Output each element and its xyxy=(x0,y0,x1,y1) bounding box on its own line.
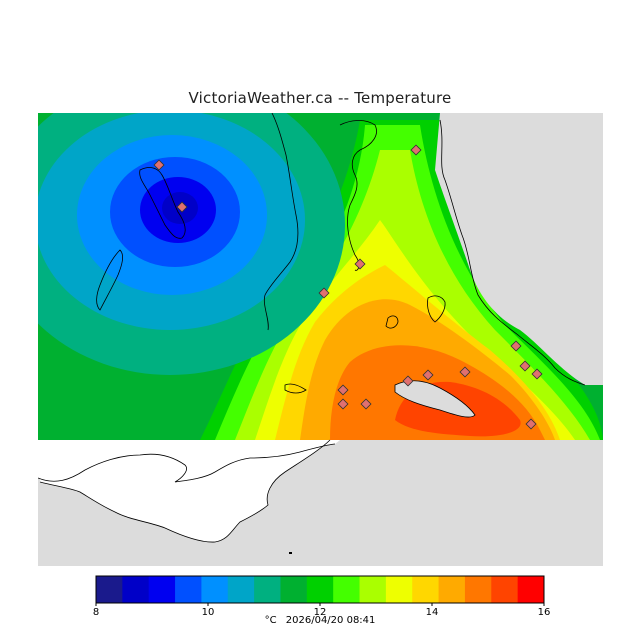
station-marker[interactable] xyxy=(519,360,531,372)
legend-band xyxy=(201,576,229,603)
legend-band xyxy=(280,576,308,603)
legend-band xyxy=(254,576,281,603)
station-marker[interactable] xyxy=(153,159,165,171)
legend-band xyxy=(517,576,545,603)
unit-label: °C xyxy=(264,615,277,626)
station-marker[interactable] xyxy=(459,366,471,378)
station-marker[interactable] xyxy=(422,369,434,381)
island-large-west xyxy=(139,167,186,239)
legend-band xyxy=(359,576,387,603)
timestamp: 2026/04/20 08:41 xyxy=(285,615,376,626)
legend-band xyxy=(438,576,466,603)
southern-peninsula xyxy=(40,440,330,543)
station-marker[interactable] xyxy=(402,375,414,387)
station-marker[interactable] xyxy=(360,398,372,410)
legend-band xyxy=(148,576,176,603)
island-narrow-west xyxy=(96,249,124,311)
island-southeast xyxy=(394,380,476,418)
map-footer: °C 2026/04/20 08:41 xyxy=(0,615,640,626)
coastline-north-shore xyxy=(263,113,299,331)
station-marker[interactable] xyxy=(531,368,543,380)
station-marker[interactable] xyxy=(337,384,349,396)
station-marker[interactable] xyxy=(354,258,366,270)
legend-bands xyxy=(96,576,545,603)
weather-stations xyxy=(153,144,543,430)
legend-ticks: 8 10 12 14 16 xyxy=(93,603,551,618)
coastline-east-mainland xyxy=(439,119,586,386)
legend-band xyxy=(306,576,334,603)
legend-band xyxy=(122,576,150,603)
station-marker[interactable] xyxy=(525,418,537,430)
legend-band xyxy=(385,576,413,603)
legend-band xyxy=(333,576,361,603)
coastline-inlet xyxy=(339,120,377,271)
eastern-land xyxy=(435,113,603,385)
station-marker[interactable] xyxy=(337,398,349,410)
legend-tick-label: 12 xyxy=(314,607,327,618)
legend-band xyxy=(175,576,202,603)
legend-band xyxy=(464,576,492,603)
legend-tick-label: 10 xyxy=(202,607,215,618)
island-small-center xyxy=(427,295,446,323)
island-tiny-center xyxy=(385,315,399,329)
legend-tick-label: 8 xyxy=(93,607,99,618)
station-marker[interactable] xyxy=(176,201,188,213)
station-marker[interactable] xyxy=(510,340,522,352)
island-bay-west xyxy=(284,383,307,394)
coastline-peninsula xyxy=(39,439,331,543)
legend-tick-label: 16 xyxy=(538,607,551,618)
station-marker[interactable] xyxy=(410,144,422,156)
legend-band xyxy=(412,576,440,603)
legend-band xyxy=(491,576,519,603)
legend-band xyxy=(96,576,123,603)
legend-tick-label: 14 xyxy=(426,607,439,618)
legend-band xyxy=(227,576,255,603)
map-title: VictoriaWeather.ca -- Temperature xyxy=(188,89,452,107)
island-dot-south xyxy=(289,552,292,554)
station-marker[interactable] xyxy=(318,287,330,299)
coastline-south xyxy=(38,443,336,483)
